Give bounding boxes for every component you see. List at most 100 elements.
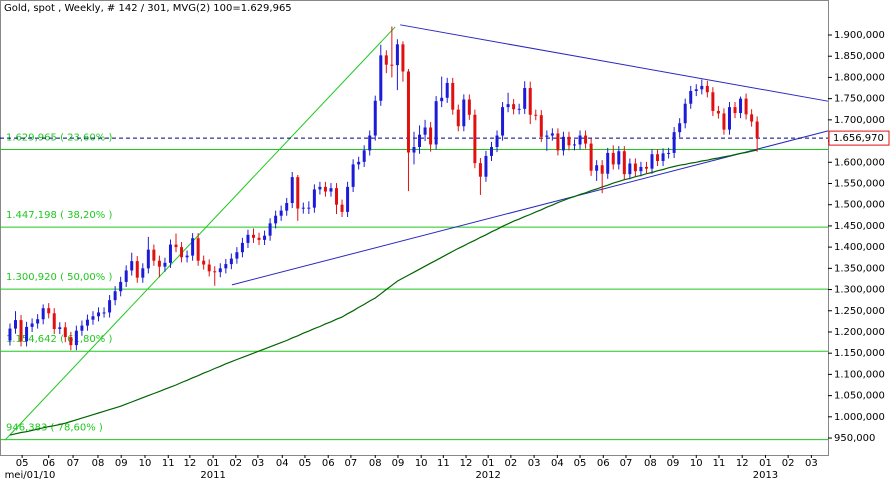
candle-body	[445, 82, 449, 98]
candle-body	[429, 127, 433, 145]
x-tick-label: 03	[528, 458, 541, 469]
x-tick-label: 12	[736, 458, 749, 469]
candle-body	[191, 238, 195, 256]
candle-body	[683, 103, 687, 124]
candle-body	[667, 152, 671, 154]
candle-body	[628, 163, 632, 175]
candle-body	[152, 249, 156, 261]
candle-body	[434, 101, 438, 145]
candle-body	[307, 207, 311, 209]
candle-body	[495, 135, 499, 147]
candle-body	[113, 291, 117, 301]
candle-body	[74, 330, 78, 346]
candle-body	[506, 104, 510, 108]
fib-label: 1.154,642 ( 61,80% )	[6, 334, 112, 345]
x-tick-label: 08	[644, 458, 657, 469]
candle-body	[539, 115, 543, 137]
x-tick-label: 10	[415, 458, 428, 469]
candle-body	[185, 255, 189, 258]
candle-body	[373, 100, 377, 136]
candle-body	[716, 110, 720, 114]
candle-body	[589, 143, 593, 171]
trend-line	[4, 26, 396, 441]
candle-body	[661, 153, 665, 161]
fib-label: 1.300,920 ( 50,00% )	[6, 272, 112, 283]
x-tick-label: 09	[392, 458, 405, 469]
candle-body	[174, 244, 178, 248]
candle-body	[318, 186, 322, 190]
candle-body	[13, 320, 17, 329]
x-tick-label: 09	[115, 458, 128, 469]
candle-body	[229, 258, 233, 265]
candle-body	[257, 237, 261, 240]
candle-body	[484, 155, 488, 177]
y-tick-label: 1.500,000	[834, 200, 885, 211]
y-tick-label: 1.350,000	[834, 263, 885, 274]
y-tick-label: 1.800,000	[834, 72, 885, 83]
candle-body	[163, 262, 167, 267]
x-tick-label: 07	[345, 458, 358, 469]
candle-body	[346, 186, 350, 212]
candle-body	[202, 260, 206, 265]
candle-body	[395, 44, 399, 66]
candle-body	[578, 135, 582, 145]
y-tick-label: 1.250,000	[834, 306, 885, 317]
candle-body	[290, 177, 294, 203]
x-tick-label: 05	[16, 458, 29, 469]
x-tick-label: 12	[460, 458, 473, 469]
x-tick-label: 09	[667, 458, 680, 469]
y-tick-label: 1.150,000	[834, 348, 885, 359]
y-tick-label: 1.850,000	[834, 51, 885, 62]
candle-body	[80, 325, 84, 331]
candle-body	[733, 107, 737, 114]
candle-body	[478, 163, 482, 177]
x-tick-label: 12	[183, 458, 196, 469]
candle-body	[296, 177, 300, 209]
candle-body	[91, 316, 95, 320]
candle-body	[617, 151, 621, 165]
candle-body	[41, 308, 45, 320]
candle-body	[678, 123, 682, 133]
candle-body	[146, 249, 150, 269]
candle-body	[301, 207, 305, 209]
y-tick-label: 1.050,000	[834, 391, 885, 402]
candle-body	[124, 270, 128, 282]
candle-body	[739, 98, 743, 114]
candle-body	[213, 271, 217, 273]
candle-body	[523, 88, 527, 109]
candle-body	[700, 85, 704, 90]
y-tick-label: 1.300,000	[834, 285, 885, 296]
candle-body	[705, 85, 709, 93]
candle-body	[168, 244, 172, 263]
candle-body	[755, 121, 759, 139]
x-tick-label: 08	[369, 458, 382, 469]
candle-body	[390, 64, 394, 66]
candle-body	[351, 164, 355, 187]
candle-body	[357, 161, 361, 165]
candle-body	[561, 136, 565, 151]
x-tick-label: 07	[67, 458, 80, 469]
last-price-label: 1.656,970	[833, 133, 884, 144]
x-tick-label: 10	[690, 458, 703, 469]
candle-body	[329, 188, 333, 192]
candle-body	[340, 204, 344, 212]
chart-title: Gold, spot , Weekly, # 142 / 301, MVG(2)…	[4, 3, 292, 14]
x-tick-label: 06	[322, 458, 335, 469]
candle-body	[251, 234, 255, 238]
candle-body	[534, 114, 538, 116]
y-tick-label: 1.550,000	[834, 178, 885, 189]
y-tick-label: 1.100,000	[834, 369, 885, 380]
x-tick-label: 04	[551, 458, 564, 469]
candle-body	[528, 88, 532, 115]
candle-body	[207, 264, 211, 272]
y-tick-label: 1.450,000	[834, 221, 885, 232]
candle-body	[573, 144, 577, 146]
candle-body	[567, 136, 571, 146]
candle-body	[323, 186, 327, 192]
candle-body	[52, 313, 56, 329]
y-tick-label: 1.000,000	[834, 412, 885, 423]
candle-body	[694, 89, 698, 91]
candle-body	[545, 135, 549, 137]
candle-body	[218, 268, 222, 273]
candle-body	[489, 147, 493, 156]
